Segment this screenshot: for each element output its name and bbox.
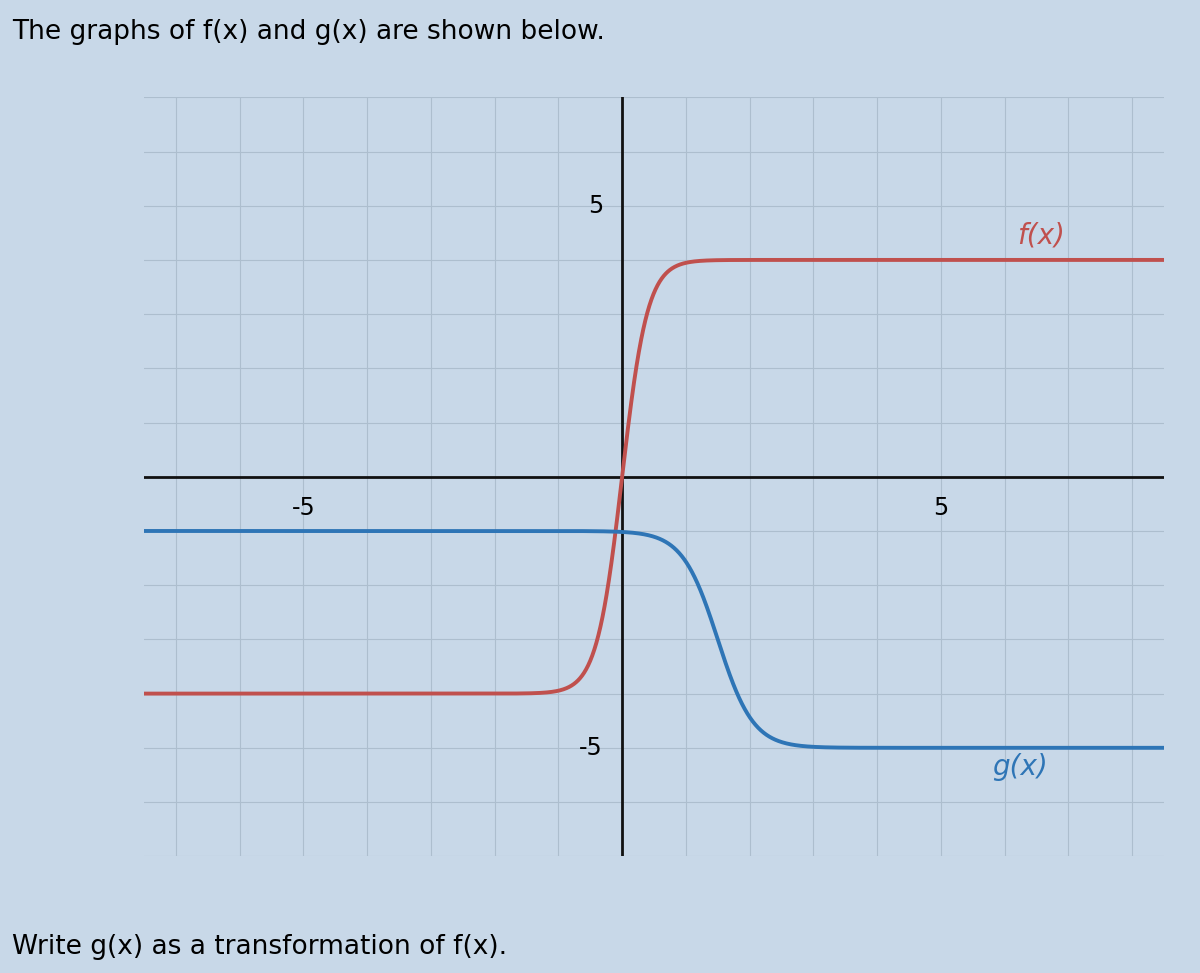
Text: f(x): f(x) <box>1018 222 1066 250</box>
Text: Write g(x) as a transformation of f(x).: Write g(x) as a transformation of f(x). <box>12 934 508 960</box>
Text: g(x): g(x) <box>992 753 1048 781</box>
Text: -5: -5 <box>292 495 316 520</box>
Text: The graphs of f(x) and g(x) are shown below.: The graphs of f(x) and g(x) are shown be… <box>12 19 605 46</box>
Text: 5: 5 <box>934 495 948 520</box>
Text: 5: 5 <box>588 194 604 218</box>
Text: -5: -5 <box>580 736 604 760</box>
